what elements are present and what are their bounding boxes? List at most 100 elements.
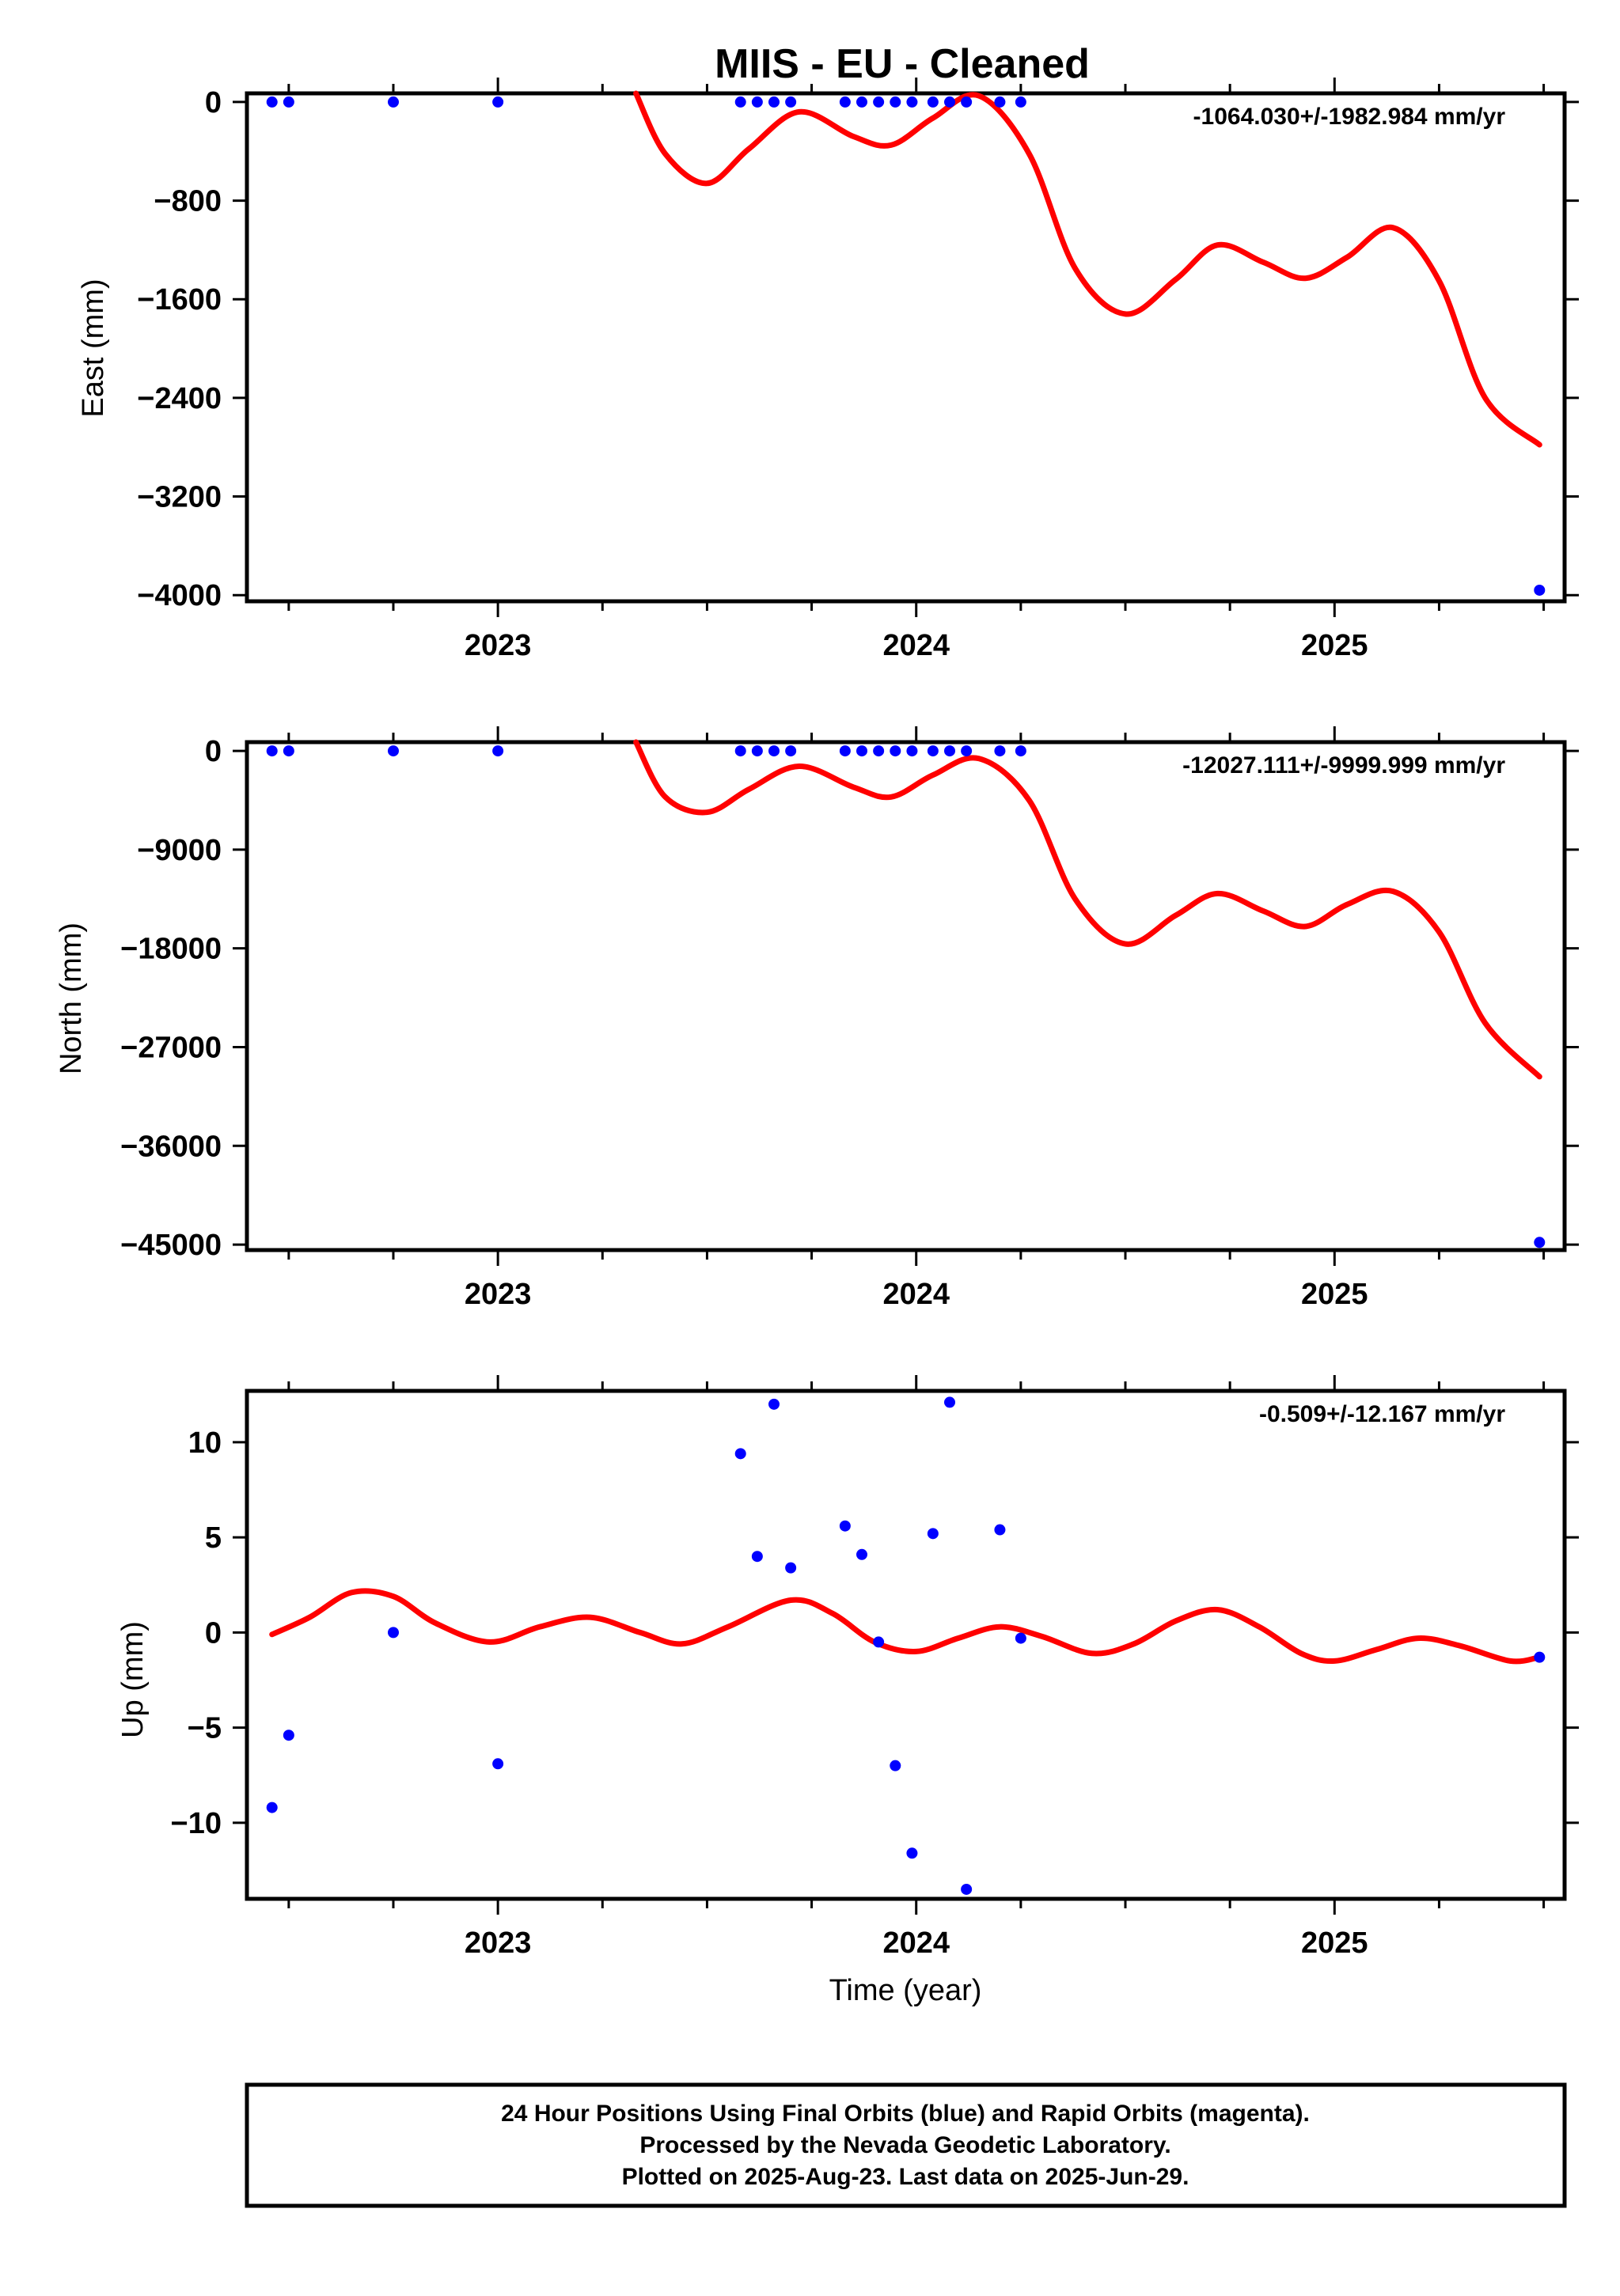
x-axis-label: Time (year) [829,1974,982,2007]
x-tick-label: 2025 [1301,1927,1368,1960]
x-tick-label: 2024 [882,1278,950,1311]
footer-box: 24 Hour Positions Using Final Orbits (bl… [245,2082,1567,2208]
x-tick-label: 2023 [465,1927,532,1960]
y-axis-label: North (mm) [55,923,88,1074]
y-tick-label: 0 [205,1616,222,1650]
y-tick-label: −36000 [120,1130,222,1163]
x-tick-label: 2023 [465,629,532,662]
data-point [1015,96,1026,108]
data-point [994,1524,1006,1536]
data-point [1015,745,1026,757]
data-point [1534,584,1546,596]
data-point [768,745,780,757]
data-point [1015,1632,1026,1644]
data-point [873,1636,885,1648]
y-tick-label: −5 [188,1712,222,1745]
data-point [266,1802,278,1813]
y-tick-label: −10 [171,1807,222,1840]
data-point [961,745,973,757]
data-point [1534,1651,1546,1663]
data-point [890,745,901,757]
panel-east: -1064.030+/-1982.984 mm/yr East (mm) 202… [77,78,1579,662]
y-tick-label: 5 [205,1521,222,1555]
data-point [751,1551,763,1563]
figure-title: MIIS - EU - Cleaned [715,41,1090,87]
x-tick-label: 2023 [465,1278,532,1311]
y-tick-label: −27000 [120,1031,222,1064]
data-point [751,96,763,108]
data-point [283,1730,294,1741]
y-tick-label: −2400 [137,382,222,415]
y-tick-label: −800 [154,185,222,218]
data-point [1534,1237,1546,1248]
data-point [944,1396,955,1408]
data-point [906,1847,918,1859]
fit-curve [633,90,1542,448]
data-point [890,96,901,108]
data-point [768,1398,780,1410]
data-point [388,1627,399,1639]
data-point [492,1758,504,1770]
data-point [873,745,885,757]
plot-frame [245,740,1567,1252]
plot-frame [245,1389,1567,1901]
data-point [994,96,1006,108]
x-tick-label: 2025 [1301,629,1368,662]
data-point [734,1448,746,1460]
y-tick-label: −4000 [137,579,222,612]
footer-line-2: Processed by the Nevada Geodetic Laborat… [639,2132,1170,2158]
data-point [927,96,939,108]
data-point [734,96,746,108]
data-point [839,745,851,757]
data-point [492,745,504,757]
footer-line-3: Plotted on 2025-Aug-23. Last data on 202… [622,2164,1189,2190]
fit-curve [633,739,1542,1080]
data-point [785,745,797,757]
data-point [906,745,918,757]
data-point [492,96,504,108]
data-point [839,96,851,108]
data-point [785,96,797,108]
data-point [283,96,294,108]
y-tick-label: 10 [188,1426,222,1460]
data-point [734,745,746,757]
data-point [961,96,973,108]
y-tick-label: −18000 [120,933,222,966]
data-point [785,1562,797,1574]
y-tick-label: −3200 [137,481,222,514]
data-point [283,745,294,757]
data-point [927,1528,939,1540]
data-point [873,96,885,108]
rate-annotation: -0.509+/-12.167 mm/yr [1259,1401,1505,1427]
y-tick-label: −1600 [137,283,222,316]
data-point [856,1548,867,1560]
panel-north: -12027.111+/-9999.999 mm/yr North (mm) 2… [55,726,1579,1311]
data-point [944,96,955,108]
y-tick-label: 0 [205,86,222,119]
data-point [751,745,763,757]
data-point [927,745,939,757]
x-tick-label: 2025 [1301,1278,1368,1311]
data-point [388,745,399,757]
data-point [944,745,955,757]
data-point [388,96,399,108]
data-point [856,96,867,108]
y-tick-label: 0 [205,735,222,768]
y-tick-label: −9000 [137,834,222,867]
data-point [961,1883,973,1895]
x-tick-label: 2024 [882,1927,950,1960]
data-point [768,96,780,108]
panel-up: -0.509+/-12.167 mm/yr Up (mm) Time (year… [116,1375,1579,2007]
rate-annotation: -12027.111+/-9999.999 mm/yr [1182,752,1505,779]
y-axis-label: East (mm) [77,278,110,417]
plot-frame [245,91,1567,604]
rate-annotation: -1064.030+/-1982.984 mm/yr [1193,104,1506,130]
data-point [890,1760,901,1771]
footer-line-1: 24 Hour Positions Using Final Orbits (bl… [501,2101,1310,2127]
fit-curve [269,1588,1542,1665]
y-axis-label: Up (mm) [116,1621,150,1738]
x-tick-label: 2024 [882,629,950,662]
data-point [839,1520,851,1532]
data-point [266,745,278,757]
